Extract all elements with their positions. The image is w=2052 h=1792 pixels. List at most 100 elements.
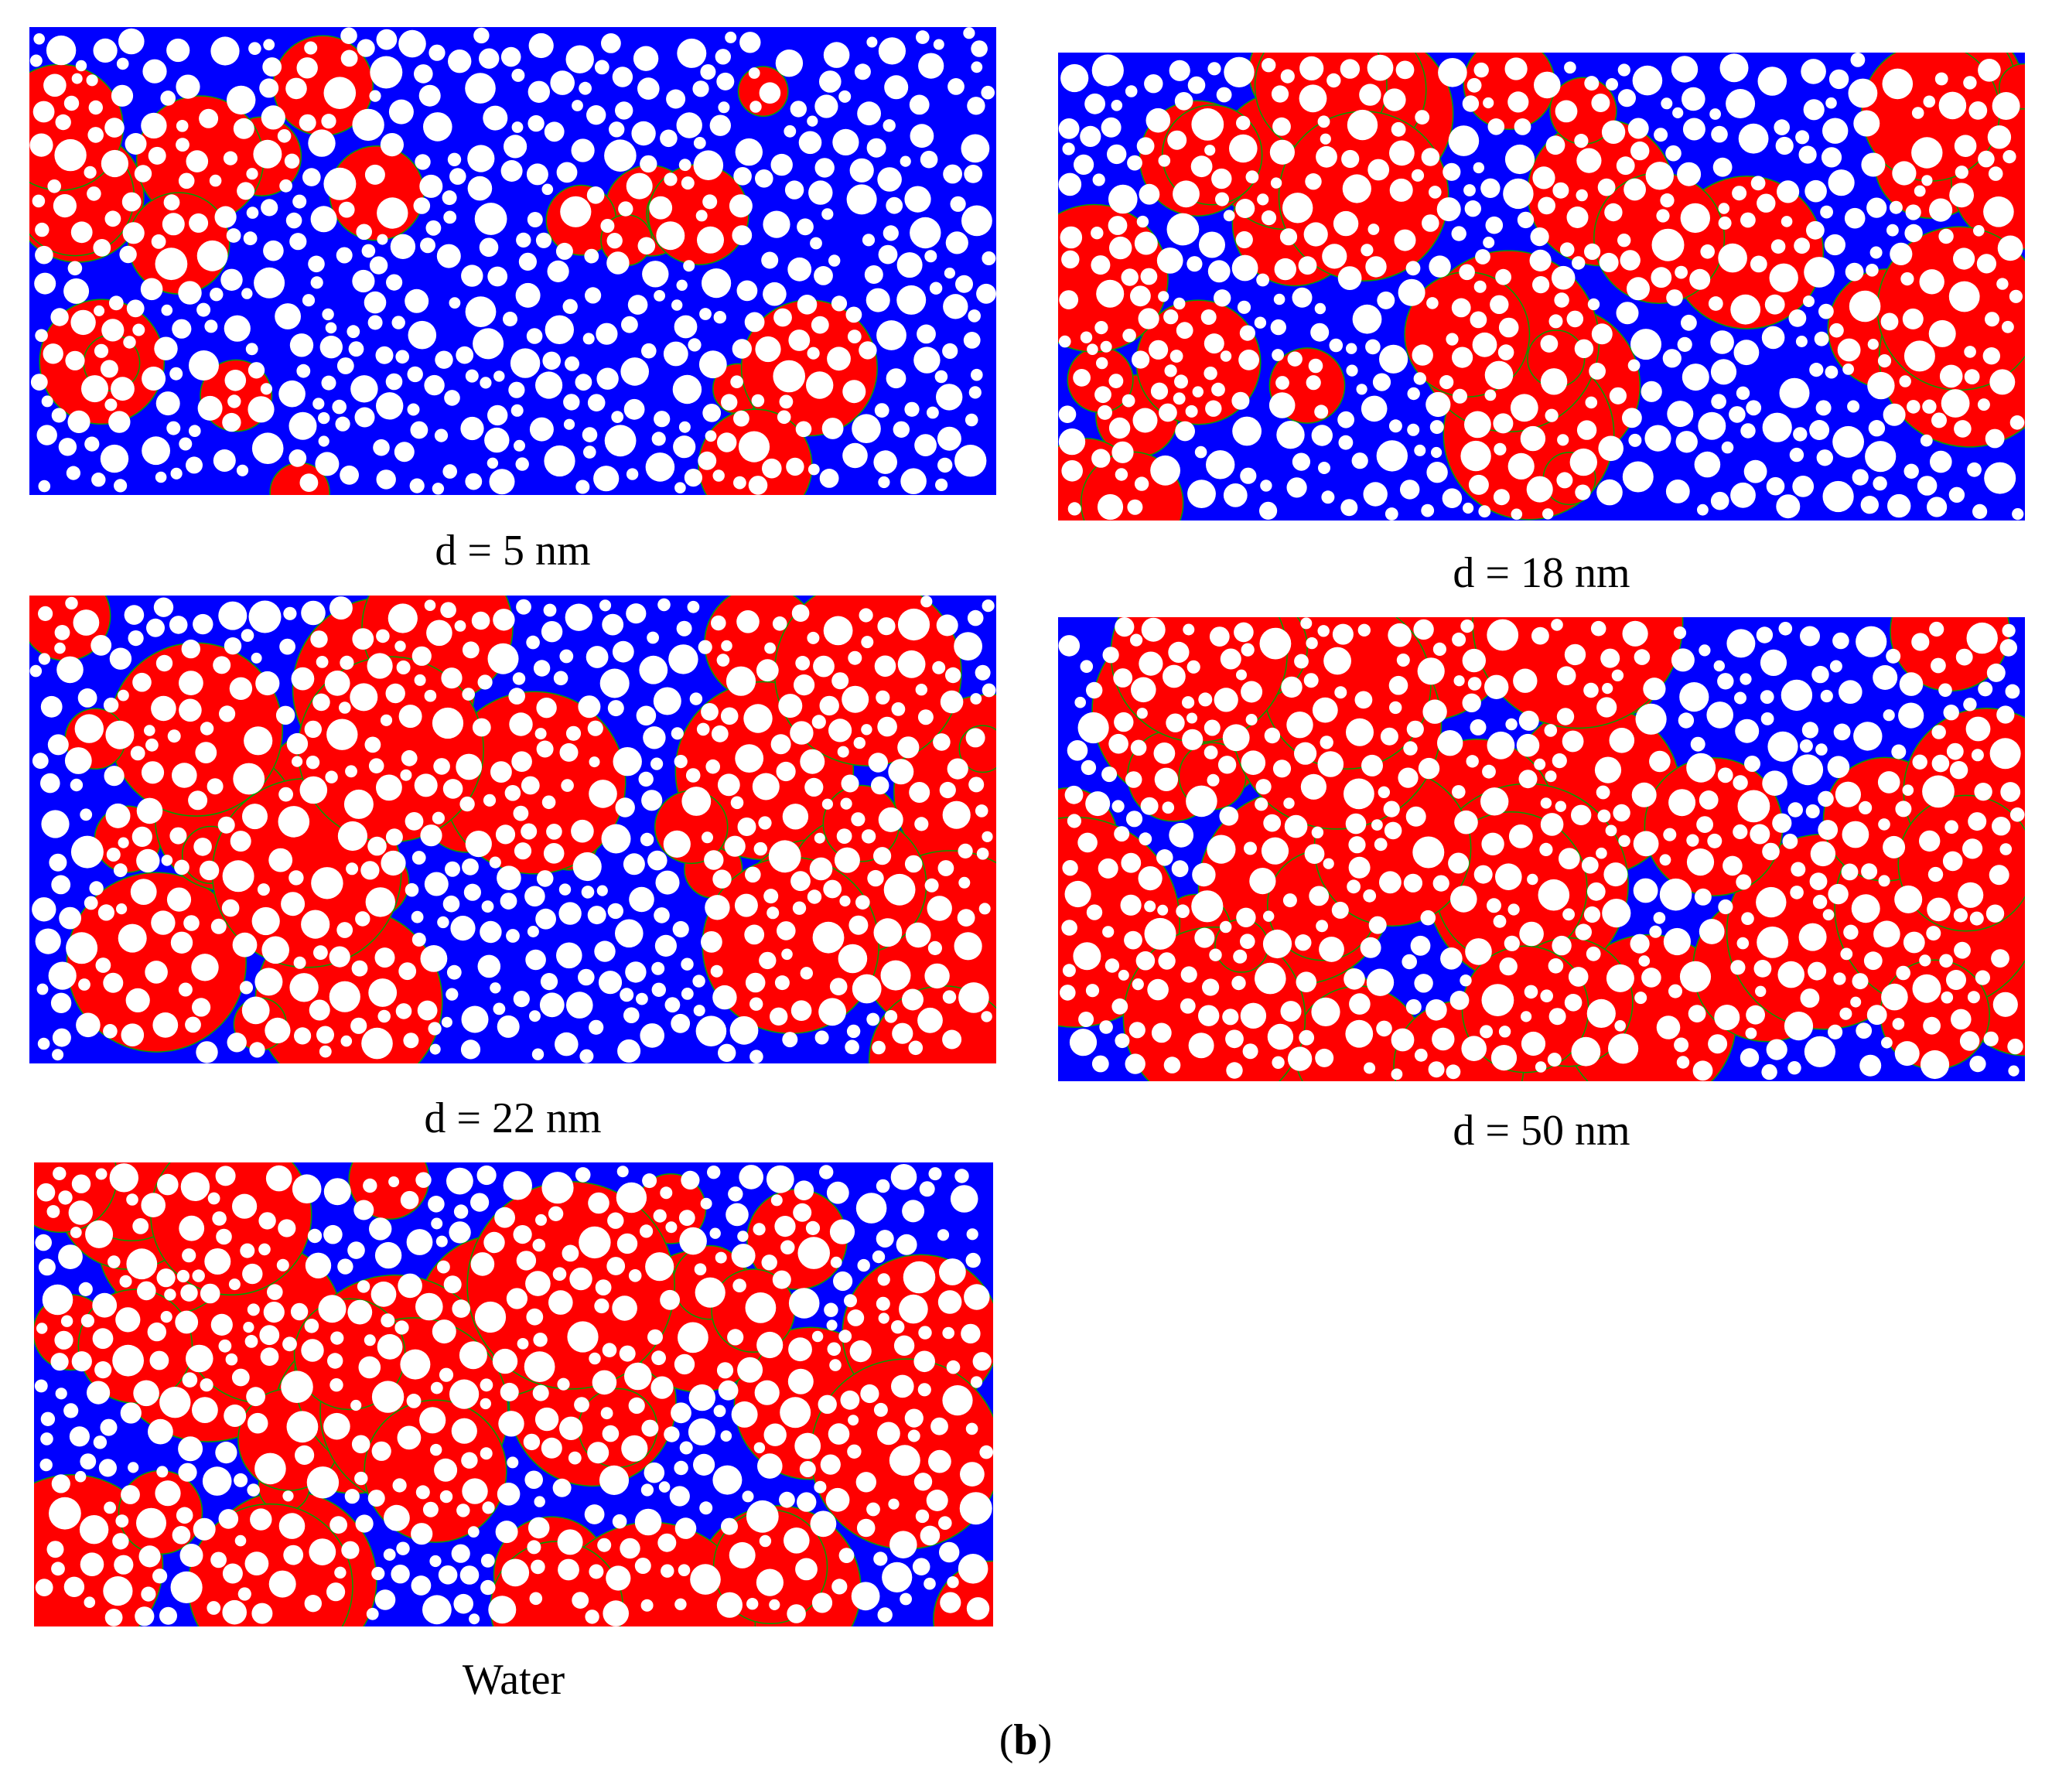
particle <box>161 855 173 866</box>
particle <box>1711 394 1726 409</box>
particle <box>536 740 554 758</box>
particle <box>831 1579 848 1595</box>
particle <box>1627 277 1650 301</box>
particle <box>814 1480 827 1493</box>
particle <box>1323 647 1351 675</box>
particle <box>945 667 961 684</box>
particle <box>1273 293 1285 305</box>
particle <box>1892 161 1917 186</box>
particle <box>746 1500 779 1533</box>
particle <box>907 1429 920 1442</box>
particle <box>1898 702 1924 729</box>
particle <box>961 1323 981 1344</box>
particle <box>185 1016 201 1033</box>
particle <box>1429 186 1442 199</box>
particle <box>565 356 579 371</box>
particle <box>151 695 176 722</box>
particle <box>942 1326 954 1340</box>
particle <box>620 1538 640 1559</box>
particle <box>764 642 776 654</box>
particle <box>1394 229 1416 251</box>
particle <box>121 192 142 212</box>
particle <box>128 630 144 647</box>
particle <box>1151 1022 1172 1043</box>
particle <box>1953 247 1975 270</box>
particle <box>166 421 181 435</box>
particle <box>1317 115 1330 128</box>
particle <box>1992 817 2011 836</box>
particle <box>903 1261 936 1294</box>
particle <box>285 77 307 100</box>
particle <box>42 1284 73 1316</box>
particle <box>1073 369 1091 387</box>
particle <box>612 1514 627 1529</box>
particle <box>737 817 756 836</box>
particle <box>494 1207 515 1228</box>
particle <box>763 889 779 904</box>
particle <box>716 654 730 667</box>
particle <box>248 362 265 379</box>
particle <box>217 816 235 834</box>
particle <box>705 895 730 920</box>
particle <box>847 1309 865 1326</box>
particle <box>67 410 90 433</box>
particle <box>946 1360 961 1374</box>
particle <box>55 114 71 131</box>
particle <box>1883 709 1895 722</box>
particle <box>226 228 241 243</box>
particle <box>523 1433 541 1451</box>
particle <box>1125 811 1143 828</box>
particle <box>623 853 645 876</box>
particle <box>380 133 404 157</box>
particle <box>490 761 512 783</box>
particle <box>1586 998 1616 1028</box>
particle <box>937 860 954 876</box>
particle <box>634 1558 651 1574</box>
particle <box>972 1352 992 1371</box>
particle <box>305 1252 332 1278</box>
particle <box>645 1252 674 1282</box>
particle <box>1632 65 1663 96</box>
particle <box>254 968 283 996</box>
particle <box>425 220 442 236</box>
particle <box>70 309 96 336</box>
particle <box>596 367 619 390</box>
particle <box>596 323 618 345</box>
particle <box>1292 452 1310 471</box>
particle <box>657 1533 677 1552</box>
particle <box>794 674 815 696</box>
particle <box>957 909 975 927</box>
particle <box>878 476 890 489</box>
particle <box>698 451 717 470</box>
particle <box>981 1011 992 1022</box>
particle <box>239 981 254 995</box>
particle <box>598 971 623 995</box>
particle <box>54 1330 73 1350</box>
particle <box>558 1558 579 1581</box>
particle <box>918 53 944 79</box>
particle <box>1856 626 1887 657</box>
particle <box>1761 326 1785 350</box>
particle <box>917 1007 943 1033</box>
particle <box>1828 69 1849 90</box>
particle <box>121 1023 145 1046</box>
particle <box>1080 660 1094 673</box>
particle <box>63 1576 85 1597</box>
particle <box>324 671 350 696</box>
particle <box>1175 421 1195 442</box>
particle <box>78 978 90 991</box>
particle <box>532 1384 549 1401</box>
particle <box>115 1514 129 1527</box>
particle <box>515 282 541 308</box>
particle <box>159 1387 191 1418</box>
particle <box>847 329 862 343</box>
particle <box>460 416 484 441</box>
particle <box>606 251 630 275</box>
particle <box>886 368 906 389</box>
particle <box>51 408 67 423</box>
particle <box>1146 108 1171 133</box>
particle <box>739 1165 763 1190</box>
particle <box>193 613 213 635</box>
particle <box>1367 159 1390 181</box>
particle <box>400 1190 419 1210</box>
